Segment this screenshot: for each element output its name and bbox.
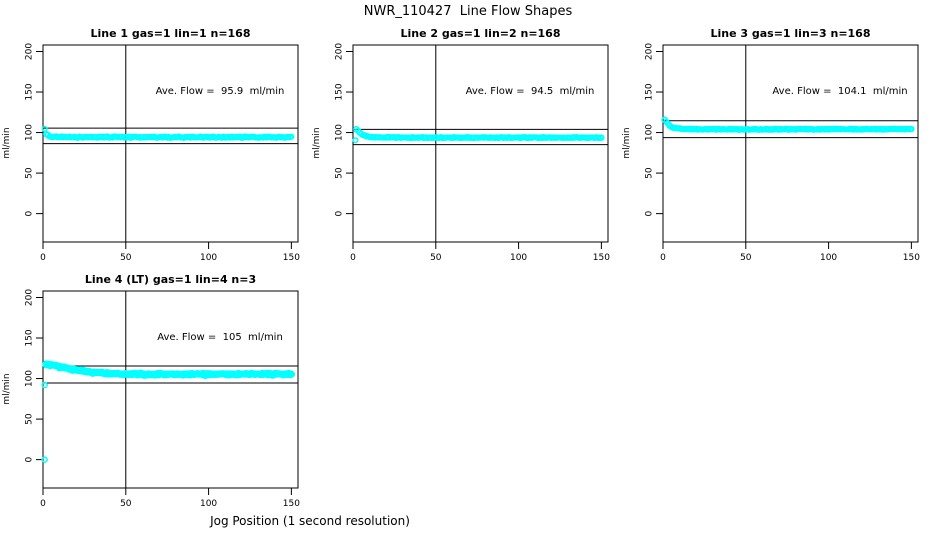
- x-tick-label: 0: [660, 253, 666, 263]
- y-tick-label: 100: [645, 124, 655, 141]
- x-tick-label: 150: [283, 253, 300, 263]
- y-tick-label: 200: [25, 43, 35, 60]
- panel-4-ave-flow-annotation: Ave. Flow = 105 ml/min: [157, 332, 283, 343]
- data-point: [288, 133, 295, 140]
- y-tick-label: 0: [25, 456, 35, 462]
- plot-frame: [662, 44, 919, 243]
- y-tick-label: 50: [25, 413, 35, 425]
- y-tick-label: 200: [335, 43, 345, 60]
- panel-1-ave-flow-annotation: Ave. Flow = 95.9 ml/min: [155, 86, 285, 97]
- panel-4-y-axis-label: ml/min: [2, 373, 12, 405]
- data-point: [598, 134, 605, 141]
- x-tick-label: 50: [120, 499, 132, 509]
- x-tick-label: 50: [740, 253, 752, 263]
- x-tick-label: 50: [430, 253, 442, 263]
- y-tick-label: 50: [335, 167, 345, 179]
- data-point: [41, 125, 48, 132]
- x-tick-label: 100: [820, 253, 837, 263]
- y-tick-label: 150: [645, 83, 655, 100]
- plot-frame: [42, 290, 299, 489]
- panel-1-y-axis-label: ml/min: [2, 127, 12, 159]
- plot-frame: [352, 44, 609, 243]
- y-tick-label: 200: [645, 43, 655, 60]
- y-tick-label: 0: [25, 210, 35, 216]
- y-tick-label: 100: [25, 124, 35, 141]
- y-tick-label: 150: [25, 329, 35, 346]
- x-tick-label: 0: [40, 499, 46, 509]
- y-tick-label: 50: [25, 167, 35, 179]
- panel-2-ave-flow-annotation: Ave. Flow = 94.5 ml/min: [465, 86, 595, 97]
- x-tick-label: 100: [200, 253, 217, 263]
- panel-3-title: Line 3 gas=1 lin=3 n=168: [710, 27, 871, 40]
- y-tick-label: 100: [25, 370, 35, 387]
- panel-3-ave-flow-annotation: Ave. Flow = 104.1 ml/min: [772, 86, 908, 97]
- x-tick-label: 0: [40, 253, 46, 263]
- y-tick-label: 0: [645, 210, 655, 216]
- y-tick-label: 200: [25, 289, 35, 306]
- panel-2-y-axis-label: ml/min: [312, 127, 322, 159]
- data-point: [352, 137, 359, 144]
- data-point: [908, 125, 915, 133]
- panel-4-title: Line 4 (LT) gas=1 lin=4 n=3: [84, 273, 257, 286]
- panel-1-plot: 0 50 100 150 200 0 50 100 150: [25, 43, 301, 263]
- x-tick-label: 0: [350, 253, 356, 263]
- panel-4-plot: 0 50 100 150 200 0 50 100 150: [25, 289, 301, 509]
- panel-3-plot: 0 50 100 150 200 0 50 100 150: [645, 43, 921, 263]
- y-tick-label: 50: [645, 167, 655, 179]
- data-point: [41, 381, 48, 389]
- y-tick-label: 150: [335, 83, 345, 100]
- data-point: [287, 370, 296, 378]
- panel-1-title: Line 1 gas=1 lin=1 n=168: [90, 27, 251, 40]
- plot-frame: [42, 44, 299, 243]
- x-tick-label: 100: [200, 499, 217, 509]
- x-tick-label: 150: [903, 253, 920, 263]
- y-tick-label: 0: [335, 210, 345, 216]
- panel-3-y-axis-label: ml/min: [622, 127, 632, 159]
- y-tick-label: 150: [25, 83, 35, 100]
- x-tick-label: 150: [593, 253, 610, 263]
- data-point: [354, 127, 362, 134]
- panel-2-title: Line 2 gas=1 lin=2 n=168: [400, 27, 561, 40]
- x-tick-label: 50: [120, 253, 132, 263]
- data-point: [283, 370, 292, 379]
- x-tick-label: 100: [510, 253, 527, 263]
- x-axis-label: Jog Position (1 second resolution): [210, 514, 410, 528]
- panel-2-plot: 0 50 100 150 200 0 50 100 150: [335, 43, 611, 263]
- y-tick-label: 100: [335, 124, 345, 141]
- data-point: [41, 456, 48, 463]
- figure-title: NWR_110427 Line Flow Shapes: [363, 4, 573, 19]
- x-tick-label: 150: [283, 499, 300, 509]
